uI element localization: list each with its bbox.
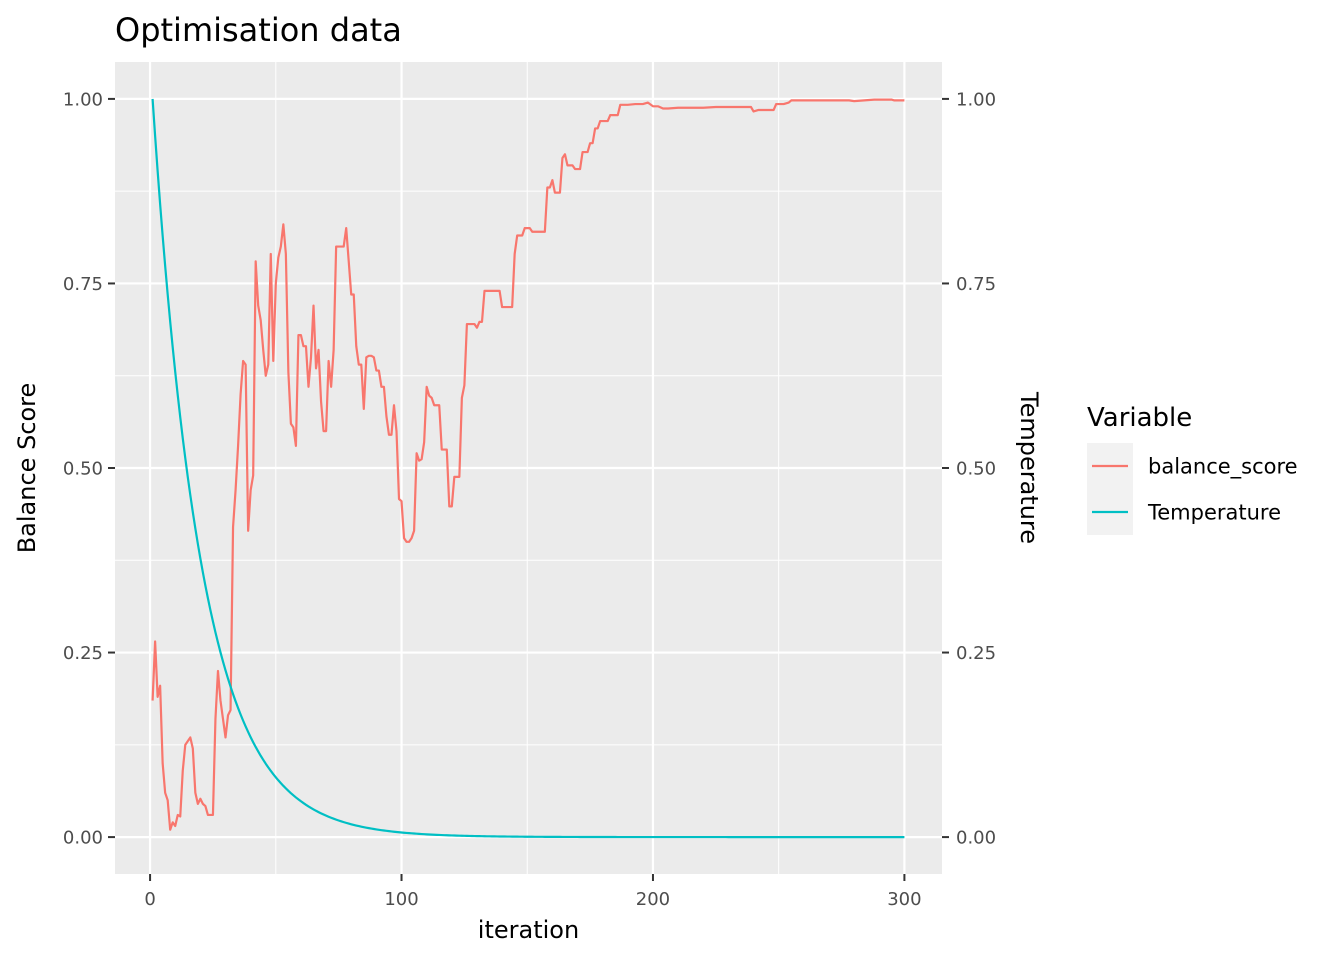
x-axis-title: iteration xyxy=(478,916,579,944)
y-tick-label: 0.25 xyxy=(63,643,103,664)
y2-axis-title: Temperature xyxy=(1015,391,1043,544)
series-line-temperature xyxy=(151,98,905,839)
x-axis: 0 100 200 300 xyxy=(144,874,922,910)
y2-tick-label: 1.00 xyxy=(956,89,996,110)
series-layer xyxy=(151,98,905,839)
y2-tick-label: 0.50 xyxy=(956,459,996,480)
y-tick-label: 0.75 xyxy=(63,274,103,295)
legend-title: Variable xyxy=(1087,403,1192,433)
y-axis-left: 0.00 0.25 0.50 0.75 1.00 xyxy=(63,89,115,849)
y-tick-label: 0.50 xyxy=(63,459,103,480)
x-tick-label: 200 xyxy=(636,889,670,910)
grid-major xyxy=(115,62,942,874)
legend-label-balance_score: balance_score xyxy=(1148,455,1298,480)
y-tick-label: 1.00 xyxy=(63,89,103,110)
series-line-balance_score xyxy=(151,98,905,831)
y2-tick-label: 0.25 xyxy=(956,643,996,664)
legend-label-temperature: Temperature xyxy=(1147,501,1281,525)
y2-tick-label: 0.75 xyxy=(956,274,996,295)
y-tick-label: 0.00 xyxy=(63,828,103,849)
x-tick-label: 100 xyxy=(384,889,418,910)
y-axis-right: 0.00 0.25 0.50 0.75 1.00 xyxy=(942,89,996,849)
chart-title: Optimisation data xyxy=(115,11,402,49)
y-axis-title: Balance Score xyxy=(13,383,41,554)
x-tick-label: 0 xyxy=(144,889,155,910)
x-tick-label: 300 xyxy=(887,889,921,910)
y2-tick-label: 0.00 xyxy=(956,828,996,849)
legend: Variable balance_score Temperature xyxy=(1087,403,1298,535)
